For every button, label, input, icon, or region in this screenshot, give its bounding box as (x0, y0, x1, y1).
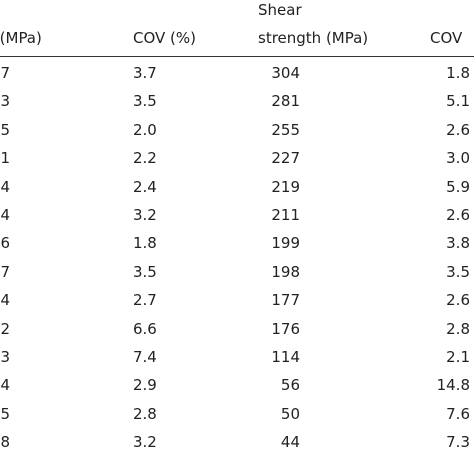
column-header: Shear (258, 1, 302, 19)
table-cell: 114 (271, 348, 300, 366)
table-cell: 56 (280, 376, 300, 395)
table-cell: 227 (271, 149, 300, 168)
table-cell: 4 (0, 177, 10, 196)
table-cell: 304 (271, 64, 300, 82)
table-cell: 281 (271, 92, 300, 111)
table-cell: 44 (280, 433, 300, 452)
table-cell: 2 (0, 319, 10, 338)
header-rule (0, 56, 474, 57)
table-cell: 3.7 (133, 64, 157, 82)
table-cell: 7 (0, 64, 10, 82)
table-cell: 3.8 (446, 234, 470, 253)
table-cell: 3.5 (133, 262, 157, 281)
table-cell: 176 (271, 319, 300, 338)
table-cell: 2.7 (133, 291, 157, 310)
table-cell: 3.0 (446, 149, 470, 168)
table-cell: 199 (271, 234, 300, 253)
table-cell: 7.6 (446, 404, 470, 423)
table-cell: 4 (0, 291, 10, 310)
table-cell: 1 (0, 149, 10, 168)
table-cell: 5.9 (446, 177, 470, 196)
table-cell: 3 (0, 348, 10, 366)
table-cell: 5.1 (446, 92, 470, 111)
column-header: COV (430, 29, 463, 47)
table-cell: 2.8 (133, 404, 157, 423)
table-cell: 7 (0, 262, 10, 281)
table-cell: 7.4 (133, 348, 157, 366)
table-cell: 219 (271, 177, 300, 196)
table-cell: 3.2 (133, 433, 157, 452)
table-cell: 3 (0, 92, 10, 111)
table-cell: 2.6 (446, 120, 470, 139)
table-cell: 2.6 (446, 291, 470, 310)
column-header: ength(MPa) (0, 29, 42, 47)
table-cell: 2.0 (133, 120, 157, 139)
table-cell: 7.3 (446, 433, 470, 452)
table-cell: 255 (271, 120, 300, 139)
table-cell: 2.2 (133, 149, 157, 168)
table-cell: 198 (271, 262, 300, 281)
column-header: COV (%) (133, 29, 197, 47)
table-cell: 1.8 (133, 234, 157, 253)
table-cell: 177 (271, 291, 300, 310)
table-cell: 2.1 (446, 348, 470, 366)
table-cell: 6 (0, 234, 10, 253)
table-cell: 4 (0, 376, 10, 395)
table-cell: 1.8 (446, 64, 470, 82)
table-cell: 211 (271, 206, 300, 224)
table-cell: 4 (0, 206, 10, 224)
table-cell: 50 (280, 404, 300, 423)
column-header: strength (MPa) (258, 29, 369, 47)
table-cell: 3.5 (446, 262, 470, 281)
table-cell: 2.4 (133, 177, 157, 196)
table-cell: 5 (0, 404, 10, 423)
table-cell: 8 (0, 433, 10, 452)
table-cell: 6.6 (133, 319, 157, 338)
table-cell: 14.8 (436, 376, 470, 395)
table-cell: 5 (0, 120, 10, 139)
table-cell: 3.5 (133, 92, 157, 111)
table-cell: 3.2 (133, 206, 157, 224)
table-cell: 2.6 (446, 206, 470, 224)
table-cell: 2.8 (446, 319, 470, 338)
table-cell: 2.9 (133, 376, 157, 395)
